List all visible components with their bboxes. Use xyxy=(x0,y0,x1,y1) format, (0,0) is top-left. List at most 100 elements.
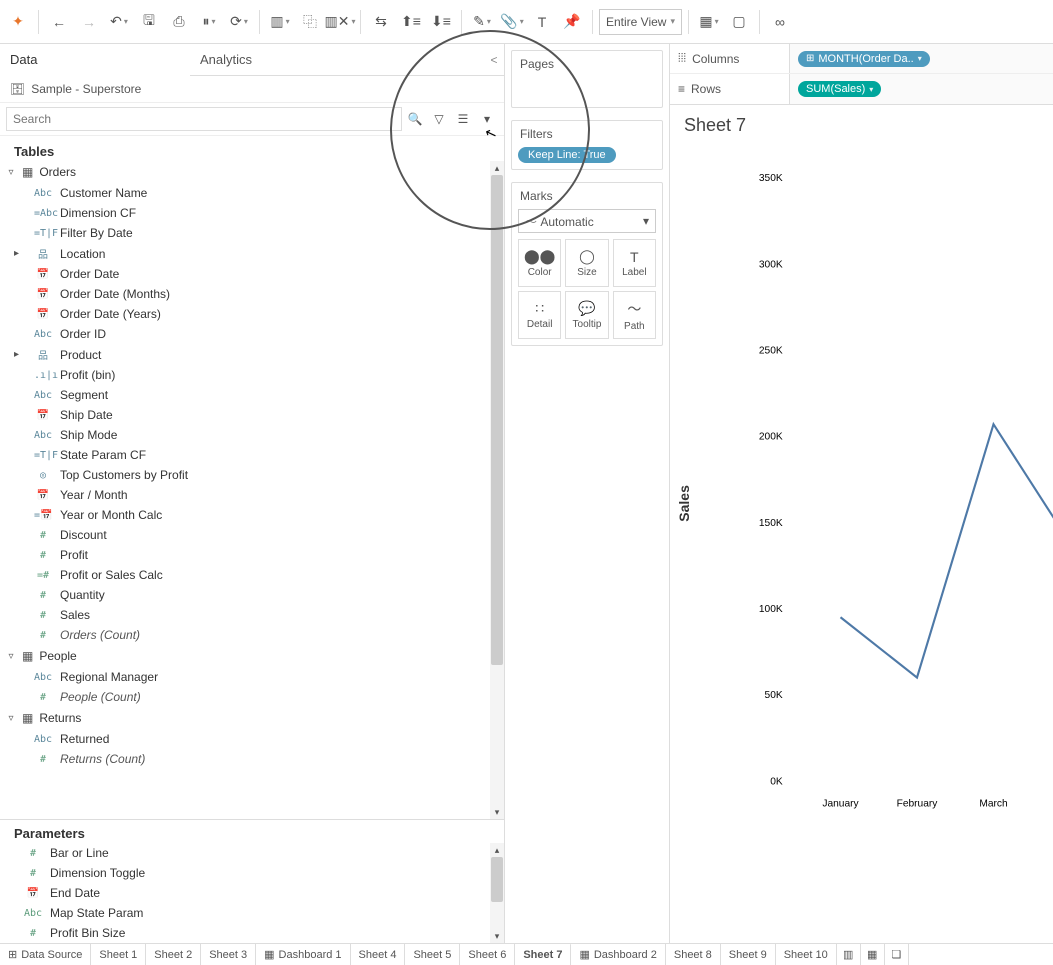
pages-shelf[interactable]: Pages xyxy=(511,50,663,108)
presentation-button[interactable]: ▢ xyxy=(725,8,753,36)
field-item[interactable]: Abc Segment xyxy=(0,385,504,405)
field-item[interactable]: 📅 Ship Date xyxy=(0,405,504,425)
forward-button[interactable]: → xyxy=(75,8,103,36)
field-item[interactable]: # Orders (Count) xyxy=(0,625,504,645)
field-item[interactable]: =Abc Dimension CF xyxy=(0,203,504,223)
field-item[interactable]: # Quantity xyxy=(0,585,504,605)
field-item[interactable]: Abc Order ID xyxy=(0,324,504,344)
refresh-button[interactable]: ⟳▾ xyxy=(225,8,253,36)
scroll-thumb[interactable] xyxy=(491,175,503,665)
pause-data-button[interactable]: ⏸▾ xyxy=(195,8,223,36)
table-header[interactable]: ▿▦ People xyxy=(0,645,504,667)
view-list-icon[interactable]: ☰ xyxy=(452,108,474,130)
mark-label-button[interactable]: T Label xyxy=(613,239,656,287)
field-item[interactable]: ◎ Top Customers by Profit xyxy=(0,465,504,485)
swap-button[interactable]: ⇆ xyxy=(367,8,395,36)
sheet-tab[interactable]: Sheet 2 xyxy=(146,944,201,965)
field-item[interactable]: 📅 Order Date (Months) xyxy=(0,284,504,304)
table-header[interactable]: ▿▦ Orders xyxy=(0,161,504,183)
sheet-tab[interactable]: Sheet 6 xyxy=(460,944,515,965)
search-input[interactable] xyxy=(6,107,402,131)
mark-size-button[interactable]: ◯ Size xyxy=(565,239,608,287)
field-item[interactable]: # Profit xyxy=(0,545,504,565)
field-item[interactable]: # Sales xyxy=(0,605,504,625)
mark-path-button[interactable]: 〜 Path xyxy=(613,291,656,339)
sheet-tab[interactable]: Sheet 10 xyxy=(776,944,837,965)
sheet-tab[interactable]: ▦ Dashboard 2 xyxy=(571,944,665,965)
sheet-tab[interactable]: ⊞ Data Source xyxy=(0,944,91,965)
duplicate-button[interactable]: ⿻ xyxy=(296,8,324,36)
show-labels-button[interactable]: T xyxy=(528,8,556,36)
logo-icon[interactable]: ✦ xyxy=(4,8,32,36)
scroll-thumb[interactable] xyxy=(491,857,503,902)
parameter-item[interactable]: # Bar or Line xyxy=(0,843,504,863)
filter-icon[interactable]: ▽ xyxy=(428,108,450,130)
chart-area[interactable]: Sales 0K50K100K150K200K250K300K350KJanua… xyxy=(670,136,1053,943)
sheet-tab[interactable]: ▦ Dashboard 1 xyxy=(256,944,350,965)
scroll-up-icon[interactable]: ▴ xyxy=(490,161,504,175)
field-item[interactable]: 📅 Year / Month xyxy=(0,485,504,505)
parameter-item[interactable]: Abc Map State Param xyxy=(0,903,504,923)
field-item[interactable]: # Discount xyxy=(0,525,504,545)
sort-asc-button[interactable]: ⬆≡ xyxy=(397,8,425,36)
undo-button[interactable]: ↶▾ xyxy=(105,8,133,36)
sheet-title[interactable]: Sheet 7 xyxy=(670,105,1053,136)
scroll-down-icon[interactable]: ▾ xyxy=(490,805,504,819)
group-button[interactable]: 📎▾ xyxy=(498,8,526,36)
field-item[interactable]: # Returns (Count) xyxy=(0,749,504,769)
sheet-tab[interactable]: Sheet 5 xyxy=(405,944,460,965)
columns-shelf[interactable]: ⊞MONTH(Order Da..▾ xyxy=(790,44,1053,73)
search-icon[interactable]: 🔍 xyxy=(404,108,426,130)
field-item[interactable]: ▸品 Product xyxy=(0,344,504,365)
sheet-tab[interactable]: Sheet 4 xyxy=(351,944,406,965)
sort-desc-button[interactable]: ⬇≡ xyxy=(427,8,455,36)
tab-analytics[interactable]: Analytics xyxy=(190,44,484,75)
table-header[interactable]: ▿▦ Returns xyxy=(0,707,504,729)
field-item[interactable]: Abc Regional Manager xyxy=(0,667,504,687)
field-item[interactable]: 📅 Order Date (Years) xyxy=(0,304,504,324)
field-item[interactable]: =T|F Filter By Date xyxy=(0,223,504,243)
sheet-tab[interactable]: Sheet 7 xyxy=(515,943,571,965)
mark-type-dropdown[interactable]: 〜 Automatic ▾ xyxy=(518,209,656,233)
clear-button[interactable]: ▥✕▾ xyxy=(326,8,354,36)
field-item[interactable]: =# Profit or Sales Calc xyxy=(0,565,504,585)
sheet-tab[interactable]: Sheet 3 xyxy=(201,944,256,965)
field-item[interactable]: =📅 Year or Month Calc xyxy=(0,505,504,525)
filters-shelf[interactable]: Filters Keep Line: True xyxy=(511,120,663,170)
mark-color-button[interactable]: ⬤⬤ Color xyxy=(518,239,561,287)
share-button[interactable]: ∞ xyxy=(766,8,794,36)
scroll-up-icon[interactable]: ▴ xyxy=(490,843,504,857)
show-me-button[interactable]: ▦▾ xyxy=(695,8,723,36)
sheet-tab[interactable]: Sheet 9 xyxy=(721,944,776,965)
field-item[interactable]: # People (Count) xyxy=(0,687,504,707)
tab-data[interactable]: Data xyxy=(0,44,190,75)
parameter-item[interactable]: # Profit Bin Size xyxy=(0,923,504,943)
fit-dropdown[interactable]: Entire View ▾ xyxy=(599,9,682,35)
sheet-tab[interactable]: Sheet 1 xyxy=(91,944,146,965)
scroll-down-icon[interactable]: ▾ xyxy=(490,929,504,943)
datasource-row[interactable]: 🗄 Sample - Superstore xyxy=(0,76,504,103)
save-button[interactable]: 🖫 xyxy=(135,8,163,36)
back-button[interactable]: ← xyxy=(45,8,73,36)
rows-shelf[interactable]: SUM(Sales)▾ xyxy=(790,74,1053,104)
mark-tooltip-button[interactable]: 💬 Tooltip xyxy=(565,291,608,339)
new-worksheet-button[interactable]: ▥▾ xyxy=(266,8,294,36)
filter-pill[interactable]: Keep Line: True xyxy=(518,147,616,163)
sheet-tab[interactable]: Sheet 8 xyxy=(666,944,721,965)
field-item[interactable]: ▸品 Location xyxy=(0,243,504,264)
shelf-pill[interactable]: ⊞MONTH(Order Da..▾ xyxy=(798,51,930,67)
new-story-button[interactable]: ❏ xyxy=(885,944,909,965)
new-dashboard-button[interactable]: ▦ xyxy=(861,944,885,965)
field-item[interactable]: Abc Returned xyxy=(0,729,504,749)
shelf-pill[interactable]: SUM(Sales)▾ xyxy=(798,81,881,97)
mark-detail-button[interactable]: ∷ Detail xyxy=(518,291,561,339)
new-datasource-button[interactable]: ⎙ xyxy=(165,8,193,36)
field-item[interactable]: .ı|ı Profit (bin) xyxy=(0,365,504,385)
menu-dropdown-icon[interactable]: ▾ xyxy=(476,108,498,130)
field-item[interactable]: Abc Ship Mode xyxy=(0,425,504,445)
pin-button[interactable]: 📌 xyxy=(558,8,586,36)
collapse-pane-icon[interactable]: < xyxy=(484,44,504,75)
field-item[interactable]: 📅 Order Date xyxy=(0,264,504,284)
highlight-button[interactable]: ✎▾ xyxy=(468,8,496,36)
field-item[interactable]: Abc Customer Name xyxy=(0,183,504,203)
